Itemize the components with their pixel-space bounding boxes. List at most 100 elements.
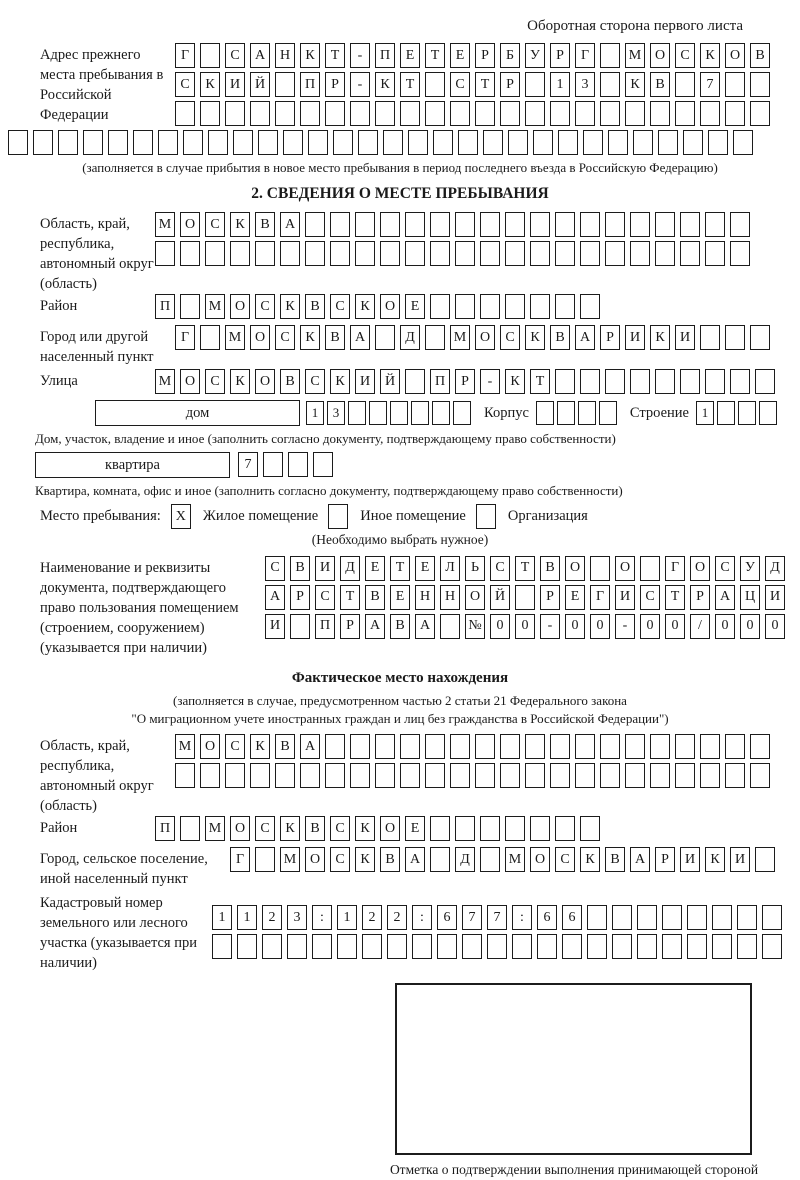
- char-box[interactable]: [758, 401, 777, 425]
- char-box[interactable]: [600, 100, 620, 126]
- char-box[interactable]: [411, 401, 429, 425]
- char-box[interactable]: Р: [550, 42, 570, 68]
- char-box[interactable]: [612, 934, 632, 960]
- char-box[interactable]: [263, 452, 283, 478]
- char-box[interactable]: [350, 734, 370, 760]
- char-box[interactable]: [8, 129, 28, 155]
- char-box[interactable]: Р: [455, 369, 475, 394]
- char-box[interactable]: [290, 613, 310, 639]
- char-box[interactable]: [175, 100, 195, 126]
- char-box[interactable]: 1: [550, 71, 570, 97]
- char-box[interactable]: [737, 905, 757, 931]
- char-box[interactable]: М: [280, 847, 300, 873]
- stay-type-checkbox-organization[interactable]: [475, 503, 496, 529]
- char-box[interactable]: И: [675, 325, 695, 350]
- char-box[interactable]: [475, 763, 495, 789]
- char-box[interactable]: [483, 129, 503, 155]
- char-box[interactable]: [280, 241, 300, 266]
- char-box[interactable]: П: [430, 369, 450, 394]
- char-box[interactable]: Н: [440, 584, 460, 610]
- char-box[interactable]: [300, 763, 320, 789]
- char-box[interactable]: -: [540, 613, 560, 639]
- char-box[interactable]: Т: [325, 42, 345, 68]
- char-box[interactable]: Е: [415, 555, 435, 581]
- char-box[interactable]: М: [155, 212, 175, 237]
- char-box[interactable]: С: [205, 369, 225, 394]
- char-box[interactable]: -: [615, 613, 635, 639]
- house-type-field[interactable]: дом: [95, 400, 300, 426]
- char-box[interactable]: [500, 763, 520, 789]
- char-box[interactable]: В: [550, 325, 570, 350]
- char-box[interactable]: [175, 763, 195, 789]
- char-box[interactable]: [425, 71, 445, 97]
- char-box[interactable]: [662, 934, 682, 960]
- char-box[interactable]: [655, 369, 675, 394]
- char-box[interactable]: [275, 100, 295, 126]
- char-box[interactable]: [500, 100, 520, 126]
- char-box[interactable]: [480, 816, 500, 842]
- char-box[interactable]: С: [225, 734, 245, 760]
- char-box[interactable]: [762, 905, 782, 931]
- char-box[interactable]: С: [265, 555, 285, 581]
- char-box[interactable]: К: [230, 212, 250, 237]
- char-box[interactable]: 2: [387, 905, 407, 931]
- char-box[interactable]: [133, 129, 153, 155]
- char-box[interactable]: С: [315, 584, 335, 610]
- char-box[interactable]: Т: [340, 584, 360, 610]
- char-box[interactable]: [225, 100, 245, 126]
- char-box[interactable]: Д: [455, 847, 475, 873]
- char-box[interactable]: [575, 763, 595, 789]
- char-box[interactable]: В: [305, 294, 325, 319]
- char-box[interactable]: [430, 847, 450, 873]
- char-box[interactable]: [455, 241, 475, 266]
- char-box[interactable]: [525, 71, 545, 97]
- char-box[interactable]: 1: [306, 401, 324, 425]
- char-box[interactable]: [525, 734, 545, 760]
- char-box[interactable]: [258, 129, 278, 155]
- char-box[interactable]: Г: [590, 584, 610, 610]
- char-box[interactable]: С: [330, 847, 350, 873]
- char-box[interactable]: [325, 734, 345, 760]
- char-box[interactable]: К: [200, 71, 220, 97]
- char-box[interactable]: И: [265, 613, 285, 639]
- char-box[interactable]: К: [580, 847, 600, 873]
- char-box[interactable]: В: [540, 555, 560, 581]
- char-box[interactable]: Б: [500, 42, 520, 68]
- char-box[interactable]: О: [250, 325, 270, 350]
- char-box[interactable]: [730, 369, 750, 394]
- char-box[interactable]: [230, 241, 250, 266]
- char-box[interactable]: О: [230, 294, 250, 319]
- char-box[interactable]: [612, 905, 632, 931]
- char-box[interactable]: :: [512, 905, 532, 931]
- char-box[interactable]: 0: [715, 613, 735, 639]
- char-box[interactable]: А: [415, 613, 435, 639]
- char-box[interactable]: [700, 325, 720, 350]
- char-box[interactable]: [387, 934, 407, 960]
- char-box[interactable]: [348, 401, 366, 425]
- char-box[interactable]: У: [525, 42, 545, 68]
- char-box[interactable]: 1: [212, 905, 232, 931]
- char-box[interactable]: [325, 100, 345, 126]
- char-box[interactable]: Р: [325, 71, 345, 97]
- char-box[interactable]: [369, 401, 387, 425]
- char-box[interactable]: [505, 241, 525, 266]
- char-box[interactable]: Т: [665, 584, 685, 610]
- char-box[interactable]: [200, 42, 220, 68]
- char-box[interactable]: С: [490, 555, 510, 581]
- char-box[interactable]: [400, 100, 420, 126]
- char-box[interactable]: [305, 241, 325, 266]
- char-box[interactable]: -: [480, 369, 500, 394]
- char-box[interactable]: [655, 241, 675, 266]
- char-box[interactable]: 6: [562, 905, 582, 931]
- char-box[interactable]: Т: [475, 71, 495, 97]
- char-box[interactable]: [530, 816, 550, 842]
- char-box[interactable]: [455, 212, 475, 237]
- char-box[interactable]: [512, 934, 532, 960]
- char-box[interactable]: П: [155, 816, 175, 842]
- char-box[interactable]: Д: [765, 555, 785, 581]
- char-box[interactable]: [555, 369, 575, 394]
- char-box[interactable]: [705, 369, 725, 394]
- char-box[interactable]: О: [565, 555, 585, 581]
- char-box[interactable]: [355, 212, 375, 237]
- char-box[interactable]: №: [465, 613, 485, 639]
